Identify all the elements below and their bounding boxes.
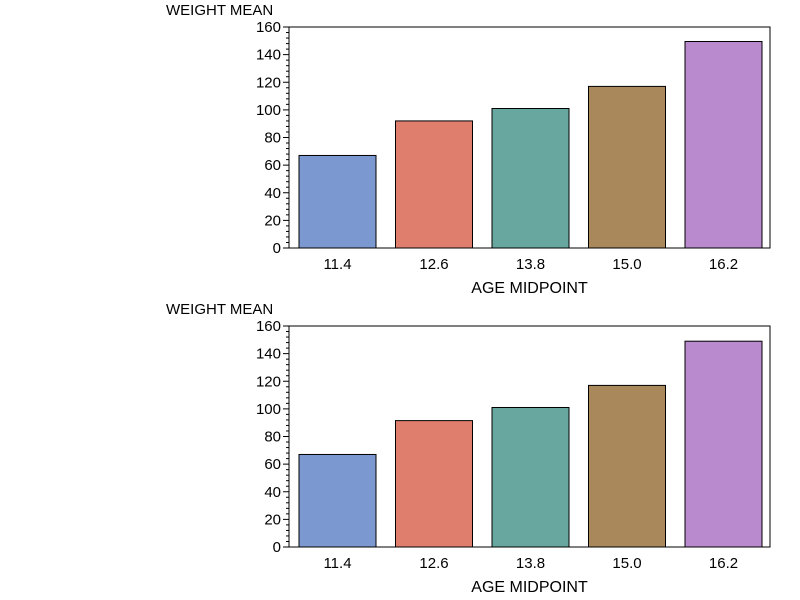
y-tick-label: 140 bbox=[256, 346, 281, 363]
bar bbox=[491, 107, 570, 249]
x-tick-label: 15.0 bbox=[612, 256, 641, 273]
y-tick-label: 0 bbox=[273, 240, 281, 257]
x-tick-label: 13.8 bbox=[516, 555, 545, 572]
bar bbox=[588, 85, 666, 249]
bar bbox=[395, 420, 473, 548]
y-tick-label: 140 bbox=[256, 47, 281, 64]
x-tick-label: 15.0 bbox=[612, 555, 641, 572]
y-tick-label: 0 bbox=[273, 539, 281, 556]
y-tick-label: 20 bbox=[264, 511, 281, 528]
y-tick-label: 80 bbox=[264, 130, 281, 147]
y-tick-label: 20 bbox=[264, 212, 281, 229]
y-tick-label: 160 bbox=[256, 19, 281, 36]
x-tick-label: 12.6 bbox=[419, 256, 448, 273]
bar bbox=[491, 406, 570, 548]
x-tick-label: 12.6 bbox=[419, 555, 448, 572]
y-tick-label: 80 bbox=[264, 429, 281, 446]
x-tick-label: 11.4 bbox=[323, 256, 351, 273]
x-tick-label: 16.2 bbox=[709, 256, 738, 273]
bar bbox=[298, 154, 377, 249]
x-tick-label: 11.4 bbox=[323, 555, 351, 572]
y-tick-label: 40 bbox=[264, 484, 281, 501]
y-tick-label: 100 bbox=[256, 401, 281, 418]
y-axis-title: WEIGHT MEAN bbox=[166, 2, 273, 19]
y-tick-label: 160 bbox=[256, 318, 281, 335]
y-tick-label: 120 bbox=[256, 74, 281, 91]
bar bbox=[395, 120, 473, 249]
y-axis-title: WEIGHT MEAN bbox=[166, 301, 273, 318]
y-tick-label: 120 bbox=[256, 373, 281, 390]
x-tick-label: 13.8 bbox=[516, 256, 545, 273]
y-tick-label: 60 bbox=[264, 456, 281, 473]
y-tick-label: 100 bbox=[256, 102, 281, 119]
bar bbox=[298, 453, 377, 548]
chart-panel-top: WEIGHT MEAN 0 20 40 60 80 100 120 140 160 11.4 12.6… bbox=[166, 2, 771, 297]
y-tick-label: 60 bbox=[264, 157, 281, 174]
y-tick-label: 40 bbox=[264, 185, 281, 202]
chart-panel-bottom: WEIGHT MEAN 0 20 40 60 80 100 120 140 160 11.4 12.6… bbox=[166, 301, 771, 596]
x-axis-title: AGE MIDPOINT bbox=[471, 579, 588, 596]
x-axis-title: AGE MIDPOINT bbox=[471, 280, 588, 297]
bar bbox=[588, 384, 666, 548]
bar bbox=[684, 41, 763, 249]
x-tick-label: 16.2 bbox=[709, 555, 738, 572]
bar bbox=[684, 340, 763, 548]
